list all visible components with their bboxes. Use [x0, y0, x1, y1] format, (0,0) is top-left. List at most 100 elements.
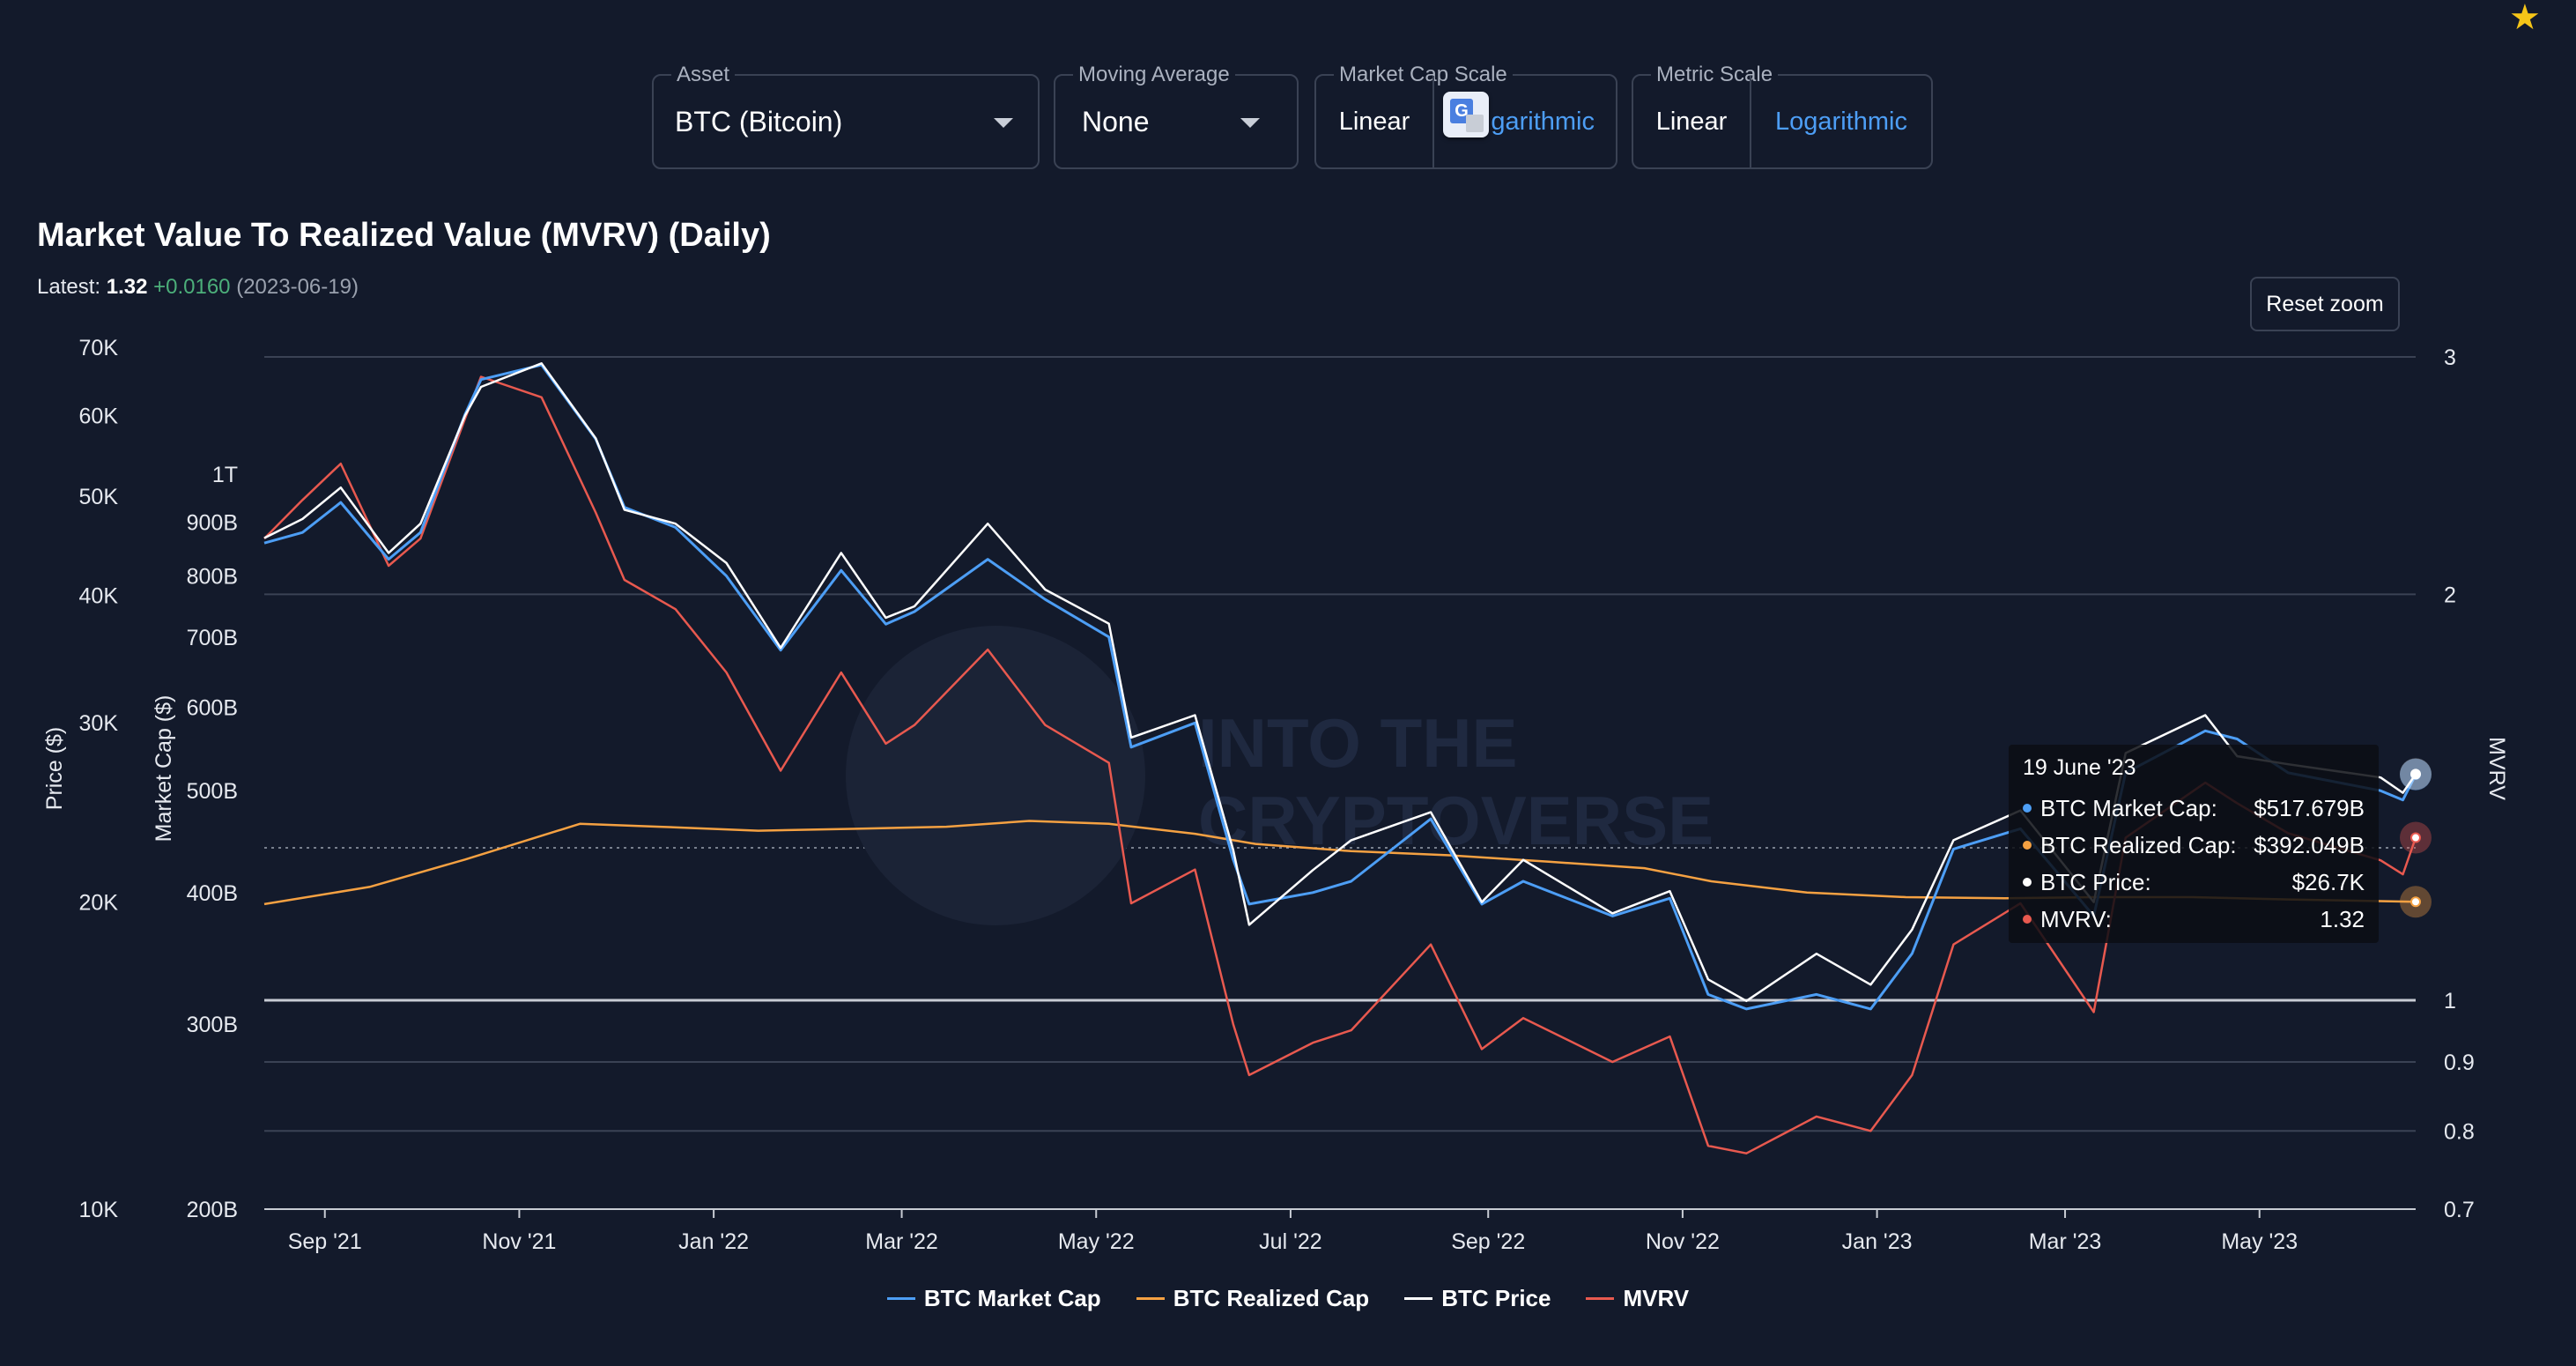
mvrv-tick-label: 0.7: [2444, 1198, 2475, 1222]
x-tick-label: Nov '21: [482, 1229, 556, 1254]
tooltip-row: BTC Market Cap: $517.679B: [2023, 790, 2365, 827]
x-tick-label: Mar '23: [2029, 1229, 2102, 1254]
tooltip-row: MVRV: 1.32: [2023, 901, 2365, 938]
market-cap-tick-label: 200B: [187, 1198, 238, 1222]
moving-average-select[interactable]: Moving Average None: [1054, 63, 1299, 169]
mvrv-line: [263, 375, 2417, 1154]
latest-change: +0.0160: [153, 275, 231, 299]
tooltip-row: BTC Price: $26.7K: [2023, 864, 2365, 901]
x-tick-label: May '22: [1058, 1229, 1135, 1254]
reset-zoom-button[interactable]: Reset zoom: [2250, 277, 2400, 331]
market-cap-axis-title: Market Cap ($): [152, 695, 176, 843]
latest-summary: Latest: 1.32 +0.0160 (2023-06-19): [37, 275, 359, 300]
market-cap-tick-label: 300B: [187, 1013, 238, 1037]
price-tick-label: 10K: [79, 1198, 119, 1222]
hover-point: [2410, 768, 2421, 780]
market-cap-tick-label: 1T: [212, 463, 238, 487]
tooltip-series-value: $392.049B: [2254, 831, 2365, 858]
legend-swatch: [1586, 1297, 1615, 1300]
chevron-down-icon: [994, 118, 1013, 128]
price-axis-title: Price ($): [42, 727, 67, 810]
chart-tooltip: 19 June '23 BTC Market Cap: $517.679B BTC …: [2009, 745, 2379, 943]
x-tick-label: Jan '22: [678, 1229, 749, 1254]
series-dot-icon: [2023, 841, 2032, 850]
mvrv-tick-label: 2: [2444, 583, 2456, 607]
asset-select[interactable]: Asset BTC (Bitcoin): [652, 63, 1040, 169]
price-tick-label: 50K: [79, 485, 119, 509]
metric-scale-label: Metric Scale: [1651, 63, 1779, 87]
legend-item[interactable]: BTC Realized Cap: [1136, 1285, 1370, 1312]
mvrv-tick-label: 1: [2444, 989, 2456, 1013]
x-tick-label: Sep '21: [288, 1229, 362, 1254]
price-tick-label: 40K: [79, 583, 119, 608]
x-tick-label: Jan '23: [1842, 1229, 1913, 1254]
metric-scale-log[interactable]: Logarithmic: [1775, 107, 1907, 136]
market-cap-scale-toggle: Market Cap Scale Linear garithmic G: [1314, 63, 1617, 169]
mvrv-tick-label: 3: [2444, 345, 2456, 370]
x-tick-label: Nov '22: [1646, 1229, 1720, 1254]
legend-label: BTC Realized Cap: [1173, 1285, 1370, 1311]
market-cap-tick-label: 600B: [187, 696, 238, 721]
market-cap-tick-label: 900B: [187, 511, 238, 536]
market-cap-scale-label: Market Cap Scale: [1334, 63, 1513, 87]
market-cap-tick-label: 800B: [187, 565, 238, 590]
tooltip-row: BTC Realized Cap: $392.049B: [2023, 827, 2365, 864]
metric-scale-toggle: Metric Scale Linear Logarithmic: [1632, 63, 1933, 169]
legend-label: BTC Price: [1441, 1285, 1551, 1311]
legend-swatch: [886, 1297, 915, 1300]
watermark-logo: [846, 626, 1145, 925]
series-dot-icon: [2023, 915, 2032, 924]
latest-label: Latest:: [37, 275, 101, 299]
legend-item[interactable]: BTC Market Cap: [886, 1285, 1101, 1312]
market-cap-scale-log[interactable]: garithmic: [1491, 107, 1595, 136]
price-tick-label: 30K: [79, 711, 119, 736]
tooltip-series-value: $517.679B: [2254, 794, 2365, 821]
watermark-text: INTO THE: [1198, 704, 1518, 782]
series-dot-icon: [2023, 878, 2032, 887]
hover-point: [2410, 896, 2421, 908]
moving-average-label: Moving Average: [1073, 63, 1235, 87]
tooltip-rows: BTC Market Cap: $517.679B BTC Realized Cap…: [2023, 790, 2365, 938]
latest-value: 1.32: [106, 275, 148, 299]
watermark-text: CRYPTOVERSE: [1198, 782, 1714, 859]
tooltip-series-name: BTC Realized Cap:: [2040, 831, 2237, 858]
tooltip-series-name: BTC Market Cap:: [2040, 794, 2217, 821]
x-tick-label: Jul '22: [1259, 1229, 1321, 1254]
asset-value: BTC (Bitcoin): [675, 106, 843, 137]
x-tick-label: Mar '22: [865, 1229, 938, 1254]
google-translate-icon[interactable]: G: [1443, 92, 1489, 137]
asset-label: Asset: [671, 63, 736, 87]
tooltip-series-value: 1.32: [2320, 905, 2365, 932]
x-tick-label: May '23: [2221, 1229, 2298, 1254]
mvrv-tick-label: 0.9: [2444, 1050, 2475, 1075]
market-cap-scale-linear[interactable]: Linear: [1338, 107, 1410, 136]
metric-scale-linear[interactable]: Linear: [1655, 107, 1728, 136]
star-icon[interactable]: ★: [2509, 0, 2541, 37]
chart-legend: BTC Market Cap BTC Realized Cap BTC Price M…: [0, 1285, 2576, 1312]
price-tick-label: 20K: [79, 891, 119, 916]
x-tick-label: Sep '22: [1451, 1229, 1525, 1254]
price-tick-label: 60K: [79, 404, 119, 428]
legend-label: MVRV: [1623, 1285, 1690, 1311]
legend-swatch: [1404, 1297, 1433, 1300]
segment-divider: [1750, 76, 1751, 167]
tooltip-series-value: $26.7K: [2291, 868, 2365, 895]
legend-item[interactable]: MVRV: [1586, 1285, 1689, 1312]
market-cap-tick-label: 500B: [187, 779, 238, 804]
latest-date: (2023-06-19): [236, 275, 359, 299]
legend-swatch: [1136, 1297, 1165, 1300]
mvrv-axis-title: MVRV: [2484, 737, 2509, 800]
market-cap-tick-label: 700B: [187, 626, 238, 650]
legend-label: BTC Market Cap: [923, 1285, 1101, 1311]
mvrv-tick-label: 0.8: [2444, 1119, 2475, 1144]
hover-point: [2410, 832, 2421, 843]
market-cap-tick-label: 400B: [187, 881, 238, 906]
chevron-down-icon: [1240, 118, 1260, 128]
segment-divider: [1432, 76, 1434, 167]
legend-item[interactable]: BTC Price: [1404, 1285, 1551, 1312]
tooltip-series-name: MVRV:: [2040, 905, 2112, 932]
moving-average-value: None: [1082, 106, 1150, 137]
tooltip-series-name: BTC Price:: [2040, 868, 2151, 895]
series-dot-icon: [2023, 804, 2032, 813]
